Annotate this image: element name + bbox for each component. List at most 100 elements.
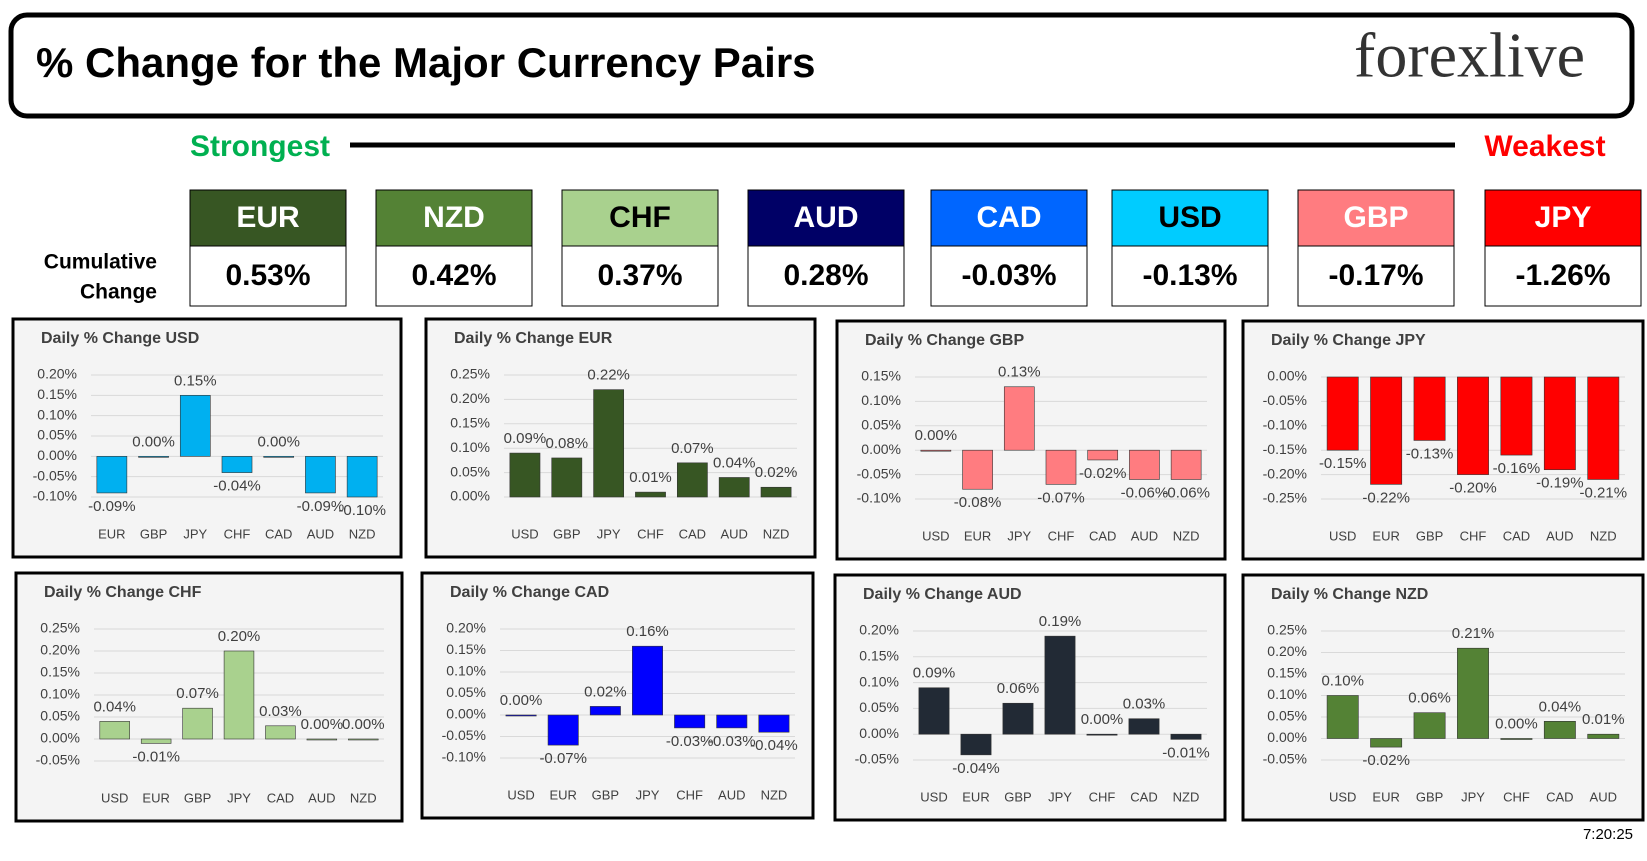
y-tick-label: 0.25% [450, 366, 490, 382]
bar [1587, 376, 1620, 480]
bar [182, 707, 213, 740]
card-currency: USD [1158, 201, 1221, 234]
card-currency: AUD [794, 201, 859, 234]
x-tick-label: JPY [1007, 528, 1031, 543]
x-tick-label: GBP [553, 526, 580, 541]
value-label: -0.02% [1079, 465, 1127, 482]
x-tick-label: CAD [265, 526, 292, 541]
x-tick-label: USD [922, 528, 949, 543]
x-tick-label: USD [1329, 789, 1356, 804]
value-label: -0.04% [750, 737, 798, 754]
x-tick-label: CHF [676, 787, 703, 802]
x-tick-label: EUR [98, 526, 125, 541]
card-currency: CHF [609, 201, 671, 234]
x-tick-label: CAD [1546, 789, 1573, 804]
x-tick-label: CAD [267, 790, 294, 805]
x-tick-label: CAD [1130, 789, 1157, 804]
x-tick-label: CHF [637, 526, 664, 541]
card-currency: NZD [423, 201, 485, 234]
value-label: 0.01% [629, 469, 672, 486]
x-tick-label: NZD [1590, 528, 1617, 543]
chart-title: Daily % Change CAD [450, 584, 609, 601]
bar [674, 714, 706, 729]
y-tick-label: -0.05% [1263, 751, 1307, 767]
value-label: 0.09% [913, 665, 956, 682]
x-tick-label: EUR [962, 789, 989, 804]
y-tick-label: -0.05% [33, 467, 77, 483]
y-tick-label: 0.05% [40, 708, 80, 724]
bar [758, 714, 790, 733]
value-label: 0.00% [342, 716, 385, 733]
value-label: 0.00% [500, 692, 543, 709]
chart-title: Daily % Change CHF [44, 584, 202, 601]
y-tick-label: -0.20% [1263, 465, 1307, 481]
x-tick-label: NZD [1173, 528, 1200, 543]
x-tick-label: GBP [140, 526, 167, 541]
x-tick-label: EUR [1372, 528, 1399, 543]
value-label: -0.06% [1162, 484, 1210, 501]
timestamp: 7:20:25 [1583, 826, 1633, 843]
value-label: 0.04% [713, 454, 756, 471]
weakest-label: Weakest [1484, 130, 1605, 163]
bar [1500, 376, 1533, 456]
bar [960, 733, 992, 756]
x-tick-label: JPY [183, 526, 207, 541]
value-label: -0.10% [338, 502, 386, 519]
x-tick-label: EUR [142, 790, 169, 805]
value-label: 0.03% [1123, 696, 1166, 713]
bar [1170, 449, 1202, 480]
value-label: 0.20% [218, 628, 261, 645]
bar [760, 486, 792, 498]
y-tick-label: -0.05% [1263, 392, 1307, 408]
bar [265, 725, 296, 740]
value-label: -0.09% [297, 498, 345, 515]
x-tick-label: NZD [763, 526, 790, 541]
chart-title: Daily % Change USD [41, 330, 199, 347]
x-tick-label: CAD [1503, 528, 1530, 543]
y-tick-label: 0.15% [40, 664, 80, 680]
bar [676, 462, 708, 498]
y-tick-label: -0.10% [857, 490, 901, 506]
value-label: 0.22% [587, 367, 630, 384]
card-header [930, 189, 1088, 247]
change-label: Change [80, 281, 157, 304]
x-tick-label: USD [507, 787, 534, 802]
x-tick-label: EUR [964, 528, 991, 543]
x-tick-label: JPY [636, 787, 660, 802]
x-tick-label: CHF [1089, 789, 1116, 804]
x-tick-label: NZD [761, 787, 788, 802]
x-tick-label: EUR [549, 787, 576, 802]
value-label: 0.00% [1081, 711, 1124, 728]
card-body [1484, 245, 1642, 307]
y-tick-label: 0.00% [859, 725, 899, 741]
y-tick-label: -0.15% [1263, 441, 1307, 457]
bar [1128, 718, 1160, 735]
y-tick-label: 0.15% [1267, 665, 1307, 681]
card-body [747, 245, 905, 307]
card-change: -0.13% [1142, 259, 1237, 292]
page-title: % Change for the Major Currency Pairs [36, 39, 816, 86]
value-label: 0.15% [174, 372, 217, 389]
y-tick-label: 0.10% [1267, 686, 1307, 702]
y-tick-label: 0.10% [450, 439, 490, 455]
y-tick-label: 0.05% [37, 427, 77, 443]
card-body [375, 245, 533, 307]
x-tick-label: CAD [679, 526, 706, 541]
x-tick-label: USD [920, 789, 947, 804]
y-tick-label: 0.00% [446, 706, 486, 722]
bar [221, 456, 253, 473]
y-tick-label: 0.00% [861, 441, 901, 457]
y-tick-label: 0.05% [446, 684, 486, 700]
strongest-label: Strongest [190, 130, 330, 163]
y-tick-label: -0.10% [1263, 417, 1307, 433]
x-tick-label: GBP [592, 787, 619, 802]
x-tick-label: JPY [1461, 789, 1485, 804]
value-label: -0.13% [1406, 445, 1454, 462]
bar [1326, 376, 1359, 451]
value-label: 0.07% [176, 685, 219, 702]
bar [96, 456, 128, 494]
x-tick-label: NZD [1173, 789, 1200, 804]
chart-panel [1241, 573, 1645, 822]
